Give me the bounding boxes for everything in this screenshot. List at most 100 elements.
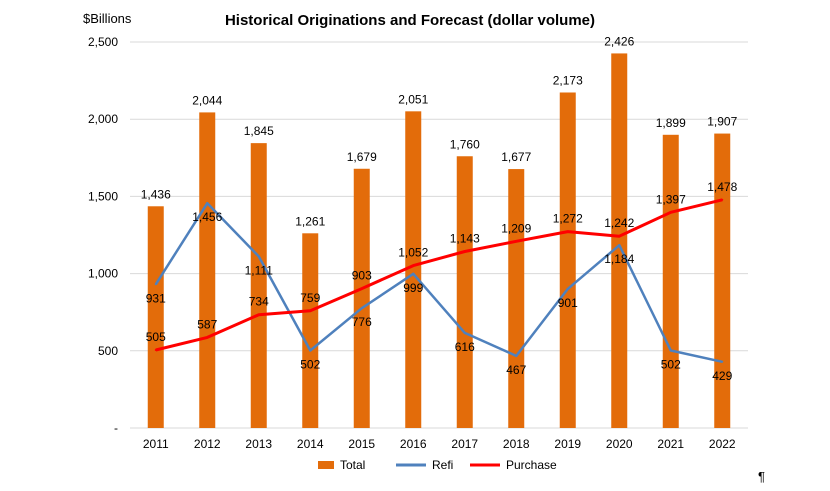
bars-total	[147, 53, 731, 429]
bar-total-2018	[508, 169, 525, 428]
point-purchase-2022	[721, 198, 724, 201]
bar-total-2014	[302, 233, 319, 428]
data-label-purchase: 903	[352, 269, 372, 283]
bar-total-2022	[714, 133, 731, 428]
x-tick-label: 2014	[297, 437, 324, 451]
point-purchase-2018	[515, 240, 518, 243]
data-label-purchase: 1,052	[398, 246, 428, 260]
point-purchase-2021	[669, 211, 672, 214]
data-label-refi: 616	[455, 340, 475, 354]
data-label-total: 2,173	[553, 73, 583, 87]
point-purchase-2014	[309, 309, 312, 312]
data-label-purchase: 1,397	[656, 192, 686, 206]
y-axis-unit-label: $Billions	[83, 11, 132, 26]
bar-total-2011	[147, 206, 164, 428]
data-label-total: 1,899	[656, 116, 686, 130]
data-label-total: 1,845	[244, 124, 274, 138]
point-refi-2018	[515, 354, 518, 357]
data-label-purchase: 759	[300, 291, 320, 305]
point-purchase-2012	[206, 336, 209, 339]
data-label-total: 1,679	[347, 150, 377, 164]
legend-label-purchase: Purchase	[506, 458, 557, 472]
data-label-refi: 776	[352, 315, 372, 329]
legend-label-refi: Refi	[432, 458, 453, 472]
x-tick-label: 2015	[348, 437, 375, 451]
data-label-total: 1,907	[707, 115, 737, 129]
point-purchase-2019	[566, 230, 569, 233]
bar-total-2015	[353, 168, 370, 429]
x-tick-label: 2019	[554, 437, 581, 451]
data-label-purchase: 1,143	[450, 232, 480, 246]
y-tick-label: 500	[98, 344, 118, 358]
point-purchase-2015	[360, 287, 363, 290]
data-label-purchase: 505	[146, 330, 166, 344]
data-label-purchase: 587	[197, 317, 217, 331]
x-tick-label: 2012	[194, 437, 221, 451]
data-label-refi: 999	[403, 281, 423, 295]
point-refi-2022	[721, 360, 724, 363]
y-tick-label: 1,000	[88, 267, 118, 281]
data-label-total: 2,044	[192, 93, 222, 107]
point-refi-2015	[360, 307, 363, 310]
bar-total-2013	[250, 143, 267, 428]
x-tick-label: 2016	[400, 437, 427, 451]
x-tick-label: 2022	[709, 437, 736, 451]
data-label-total: 1,677	[501, 150, 531, 164]
y-tick-label: 1,500	[88, 189, 118, 203]
point-refi-2020	[618, 244, 621, 247]
point-refi-2012	[206, 202, 209, 205]
data-label-refi: 502	[300, 357, 320, 371]
legend-swatch-total	[318, 461, 334, 469]
point-refi-2016	[412, 272, 415, 275]
x-tick-label: 2017	[451, 437, 478, 451]
bar-total-2016	[405, 111, 422, 429]
data-label-purchase: 734	[249, 295, 269, 309]
bar-total-2012	[199, 112, 216, 428]
line-refi	[154, 201, 723, 364]
line-purchase	[155, 198, 723, 352]
point-purchase-2017	[463, 250, 466, 253]
data-label-total: 2,426	[604, 34, 634, 48]
x-tick-label: 2020	[606, 437, 633, 451]
data-label-refi: 502	[661, 357, 681, 371]
point-refi-2021	[669, 349, 672, 352]
data-label-refi: 1,111	[245, 263, 274, 277]
data-label-purchase: 1,478	[707, 180, 737, 194]
bar-total-2017	[456, 156, 473, 429]
data-label-purchase: 1,242	[604, 216, 634, 230]
data-labels: 1,436 2,044 1,845 1,261 1,679 2,051 1,760 1,677…	[141, 34, 738, 382]
y-tick-label: 2,500	[88, 35, 118, 49]
point-refi-2017	[463, 331, 466, 334]
data-label-refi: 1,456	[192, 210, 222, 224]
x-tick-label: 2013	[245, 437, 272, 451]
point-refi-2014	[309, 349, 312, 352]
data-label-refi: 931	[146, 291, 166, 305]
data-label-refi: 901	[558, 296, 578, 310]
data-label-total: 1,760	[450, 137, 480, 151]
bar-total-2019	[559, 92, 576, 428]
point-refi-2019	[566, 287, 569, 290]
point-purchase-2011	[154, 349, 157, 352]
bar-total-2020	[611, 53, 628, 428]
data-label-total: 1,261	[295, 214, 325, 228]
x-tick-label: 2011	[143, 437, 169, 451]
point-purchase-2020	[618, 235, 621, 238]
point-purchase-2013	[257, 313, 260, 316]
axis-ticks: - 500 1,000 1,500 2,000 2,500 2011 2012 2013 2014…	[88, 35, 736, 451]
x-tick-label: 2018	[503, 437, 530, 451]
data-label-refi: 1,184	[604, 252, 634, 266]
data-label-refi: 467	[506, 363, 526, 377]
point-refi-2011	[154, 283, 157, 286]
data-label-total: 2,051	[398, 92, 428, 106]
data-label-refi: 429	[712, 369, 732, 383]
legend: Total Refi Purchase	[318, 458, 557, 472]
y-tick-label: 2,000	[88, 112, 118, 126]
chart-title: Historical Originations and Forecast (do…	[225, 12, 595, 29]
y-tick-label: -	[114, 421, 118, 435]
data-label-purchase: 1,209	[501, 221, 531, 235]
series-lines	[154, 198, 724, 364]
gridlines	[130, 41, 748, 429]
bar-total-2021	[662, 134, 679, 428]
